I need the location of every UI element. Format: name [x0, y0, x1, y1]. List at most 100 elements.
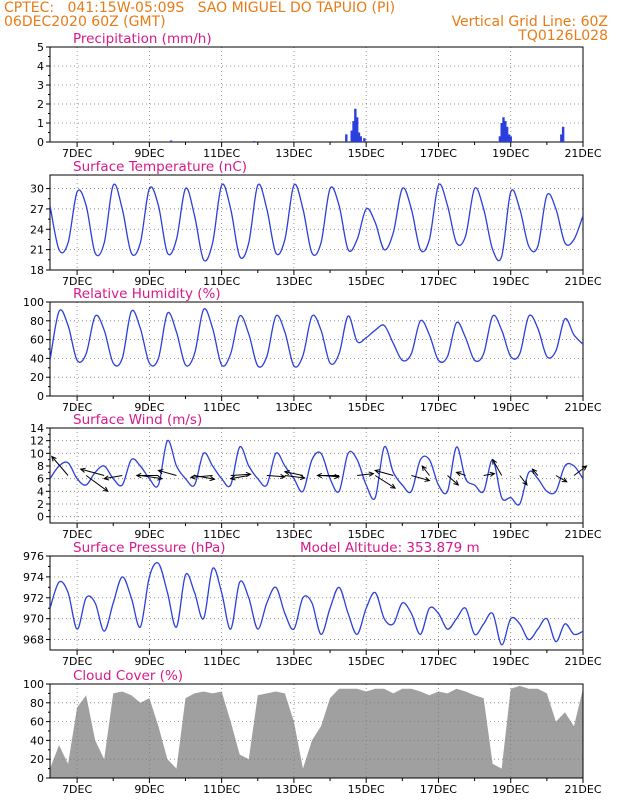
- wind-vector-head: [368, 471, 375, 477]
- wind-vector-head: [280, 473, 287, 480]
- series-line: [50, 439, 583, 506]
- x-tick-label: 17DEC: [420, 783, 457, 796]
- x-tick-label: 15DEC: [348, 655, 385, 668]
- header-grid-note: Vertical Grid Line: 60Z: [451, 14, 608, 30]
- wind-vector: [421, 465, 430, 476]
- wind-vector-head: [157, 475, 164, 481]
- wind-vector-head: [453, 480, 460, 486]
- x-tick-label: 11DEC: [203, 528, 240, 541]
- x-tick-label: 15DEC: [348, 783, 385, 796]
- precip-bar: [561, 126, 565, 142]
- x-tick-label: 21DEC: [564, 275, 601, 288]
- header-station: CPTEC: 041:15W-05:09S SAO MIGUEL DO TAPU…: [4, 0, 396, 16]
- precip-bar: [560, 134, 563, 142]
- panel-1: [46, 174, 584, 275]
- y-tick-label: 2: [37, 98, 44, 111]
- y-tick-label: 970: [23, 613, 44, 626]
- series-line: [50, 562, 583, 646]
- x-tick-label: 19DEC: [492, 783, 529, 796]
- panel-title: Surface Temperature (nC): [73, 159, 247, 175]
- wind-vector: [447, 475, 459, 486]
- wind-vector-head: [522, 480, 528, 486]
- wind-vector: [375, 469, 394, 476]
- wind-vector: [456, 471, 466, 476]
- y-tick-label: 80: [30, 697, 44, 710]
- wind-vector: [85, 475, 109, 492]
- y-tick-label: 24: [30, 223, 44, 236]
- precip-bar: [504, 121, 507, 142]
- x-tick-label: 19DEC: [492, 655, 529, 668]
- x-tick-label: 11DEC: [203, 655, 240, 668]
- x-tick-label: 9DEC: [134, 655, 164, 668]
- y-tick-label: 972: [23, 592, 44, 605]
- wind-vector-head: [561, 477, 568, 483]
- x-tick-label: 13DEC: [275, 783, 312, 796]
- x-tick-label: 21DEC: [564, 401, 601, 414]
- wind-vector: [190, 475, 213, 478]
- wind-vector-head: [103, 475, 110, 481]
- y-tick-label: 4: [37, 485, 44, 498]
- panel-title: Precipitation (mm/h): [73, 31, 212, 47]
- panel-title: Surface Wind (m/s): [73, 412, 202, 428]
- y-tick-label: 60: [30, 716, 44, 729]
- precip-bar: [355, 117, 359, 142]
- x-tick-label: 19DEC: [492, 528, 529, 541]
- y-tick-label: 0: [37, 511, 44, 524]
- x-tick-label: 13DEC: [275, 401, 312, 414]
- x-tick-label: 19DEC: [492, 401, 529, 414]
- y-tick-label: 100: [23, 678, 44, 691]
- y-tick-label: 60: [30, 334, 44, 347]
- y-tick-label: 1: [37, 117, 44, 130]
- wind-vector: [284, 471, 304, 476]
- wind-vector: [411, 475, 430, 482]
- x-tick-label: 15DEC: [348, 147, 385, 160]
- y-tick-label: 0: [37, 772, 44, 785]
- panel-frame: [49, 555, 584, 651]
- y-tick-label: 40: [30, 734, 44, 747]
- wind-vector: [104, 475, 123, 480]
- wind-vector: [266, 475, 285, 478]
- precip-bar: [357, 132, 361, 142]
- wind-vector-head: [283, 470, 290, 476]
- series-line: [50, 308, 583, 368]
- wind-vector-head: [51, 455, 57, 462]
- x-tick-label: 9DEC: [134, 275, 164, 288]
- panel-title: Surface Pressure (hPa): [73, 540, 226, 556]
- precip-bar: [498, 136, 502, 142]
- panel-frame: [49, 174, 584, 271]
- wind-vector: [357, 473, 374, 476]
- precip-bar: [505, 126, 509, 142]
- x-tick-label: 7DEC: [62, 275, 92, 288]
- x-tick-label: 13DEC: [275, 147, 312, 160]
- x-tick-label: 9DEC: [134, 401, 164, 414]
- y-tick-label: 0: [37, 390, 44, 403]
- wind-vector-head: [135, 472, 142, 479]
- wind-vector: [483, 473, 495, 476]
- y-tick-label: 80: [30, 315, 44, 328]
- wind-vector-head: [374, 469, 381, 475]
- y-tick-label: 6: [37, 473, 44, 486]
- wind-vector-head: [531, 468, 538, 475]
- precip-bar: [363, 138, 366, 142]
- wind-vector-head: [421, 465, 427, 471]
- y-tick-label: 10: [30, 447, 44, 460]
- x-tick-label: 15DEC: [348, 401, 385, 414]
- x-tick-label: 11DEC: [203, 275, 240, 288]
- x-tick-label: 7DEC: [62, 783, 92, 796]
- precip-bar: [507, 134, 511, 142]
- y-tick-label: 3: [37, 79, 44, 92]
- wind-vector-head: [189, 474, 196, 480]
- x-tick-label: 15DEC: [348, 275, 385, 288]
- x-tick-label: 19DEC: [492, 147, 529, 160]
- x-tick-label: 17DEC: [420, 528, 457, 541]
- wind-vector: [80, 468, 105, 476]
- y-tick-label: 20: [30, 371, 44, 384]
- x-tick-label: 21DEC: [564, 783, 601, 796]
- wind-vector: [532, 468, 539, 476]
- wind-vector-head: [390, 483, 397, 489]
- x-tick-label: 17DEC: [420, 655, 457, 668]
- x-tick-label: 21DEC: [564, 655, 601, 668]
- y-tick-label: 976: [23, 550, 44, 563]
- panel-title: Relative Humidity (%): [73, 286, 221, 302]
- wind-vector-head: [79, 467, 86, 473]
